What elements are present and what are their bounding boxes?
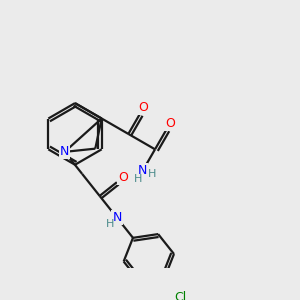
Text: N: N (138, 164, 147, 177)
Text: H: H (134, 175, 142, 184)
Text: Cl: Cl (174, 291, 187, 300)
Text: O: O (139, 101, 148, 114)
Text: O: O (118, 171, 128, 184)
Text: H: H (106, 219, 114, 229)
Text: O: O (165, 117, 175, 130)
Text: N: N (112, 212, 122, 224)
Text: N: N (60, 146, 69, 158)
Text: H: H (148, 169, 156, 179)
